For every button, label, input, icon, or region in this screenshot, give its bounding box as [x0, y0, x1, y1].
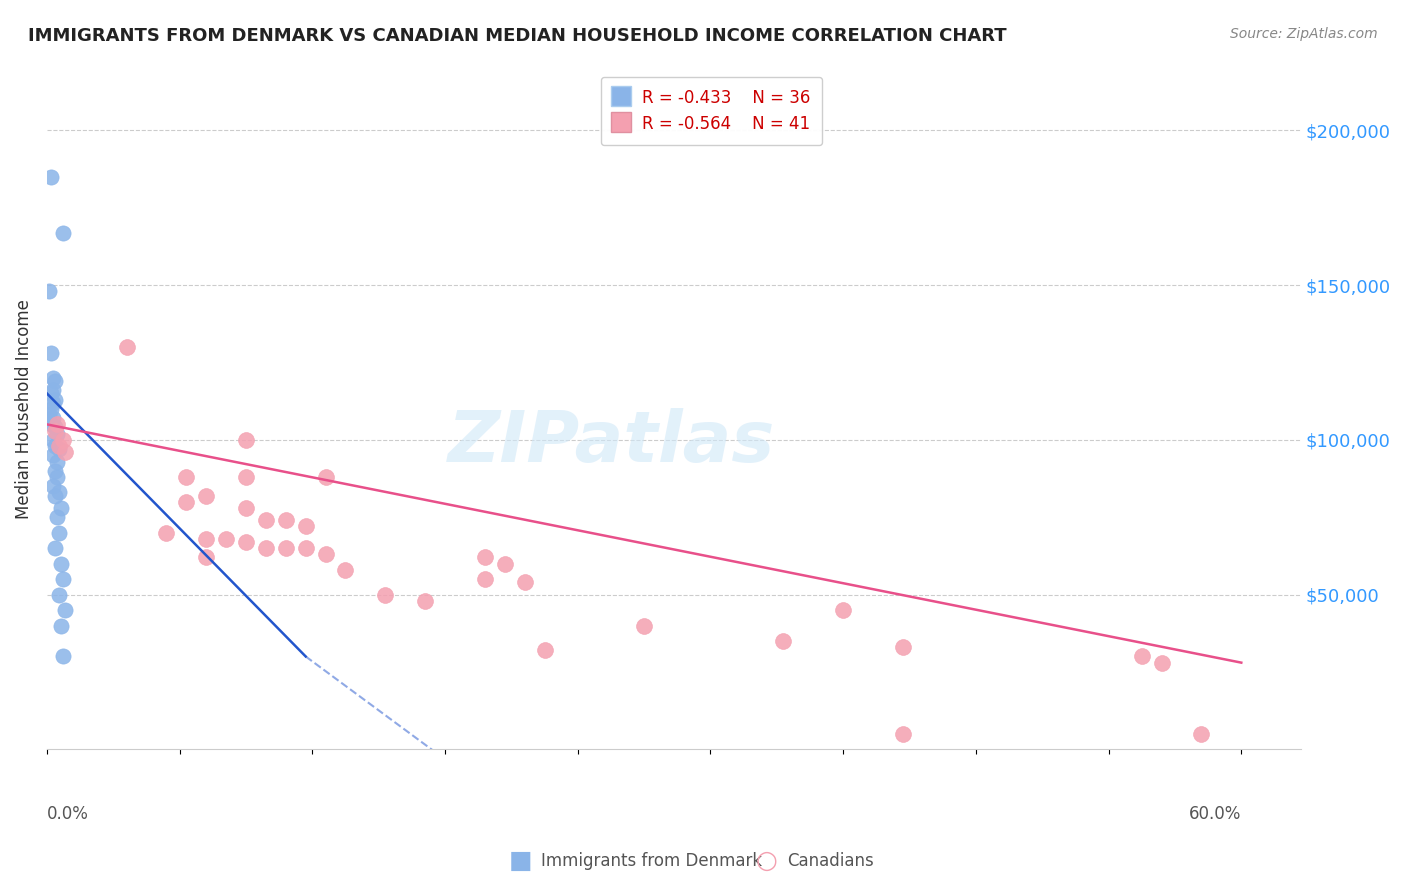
Point	[39, 401, 62, 416]
Point	[215, 532, 238, 546]
Point	[633, 618, 655, 632]
Point	[1150, 656, 1173, 670]
Point	[174, 494, 197, 508]
Point	[474, 550, 496, 565]
Point	[48, 442, 70, 457]
Point	[42, 384, 65, 398]
Point	[474, 572, 496, 586]
Point	[274, 541, 297, 556]
Point	[235, 470, 257, 484]
Text: IMMIGRANTS FROM DENMARK VS CANADIAN MEDIAN HOUSEHOLD INCOME CORRELATION CHART: IMMIGRANTS FROM DENMARK VS CANADIAN MEDI…	[28, 27, 1007, 45]
Point	[832, 603, 855, 617]
Point	[195, 550, 218, 565]
Point	[274, 513, 297, 527]
Point	[315, 470, 337, 484]
Point	[44, 420, 66, 434]
Point	[45, 454, 67, 468]
Point	[42, 433, 65, 447]
Point	[52, 649, 75, 664]
Point	[45, 426, 67, 441]
Point	[42, 448, 65, 462]
Point	[49, 500, 72, 515]
Point	[45, 470, 67, 484]
Point	[53, 603, 76, 617]
Point	[235, 433, 257, 447]
Point	[174, 470, 197, 484]
Point	[44, 439, 66, 453]
Point	[533, 643, 555, 657]
Point	[39, 386, 62, 401]
Point	[315, 547, 337, 561]
Point	[52, 572, 75, 586]
Point	[42, 371, 65, 385]
Point	[42, 411, 65, 425]
Text: 60.0%: 60.0%	[1189, 805, 1241, 823]
Text: Source: ZipAtlas.com: Source: ZipAtlas.com	[1230, 27, 1378, 41]
Point	[42, 395, 65, 409]
Point	[115, 340, 138, 354]
Legend: R = -0.433    N = 36, R = -0.564    N = 41: R = -0.433 N = 36, R = -0.564 N = 41	[600, 77, 823, 145]
Point	[39, 169, 62, 184]
Point	[48, 588, 70, 602]
Point	[53, 445, 76, 459]
Point	[513, 575, 536, 590]
Point	[294, 541, 316, 556]
Point	[195, 532, 218, 546]
Text: ZIPatlas: ZIPatlas	[447, 409, 775, 477]
Point	[44, 374, 66, 388]
Point	[49, 557, 72, 571]
Point	[335, 563, 357, 577]
Point	[891, 640, 914, 655]
Point	[52, 226, 75, 240]
Point	[235, 500, 257, 515]
Point	[38, 285, 60, 299]
Point	[48, 485, 70, 500]
Point	[39, 346, 62, 360]
Point	[1130, 649, 1153, 664]
Point	[44, 392, 66, 407]
Point	[155, 525, 177, 540]
Point	[294, 519, 316, 533]
Text: Immigrants from Denmark: Immigrants from Denmark	[541, 852, 762, 870]
Text: ○: ○	[755, 849, 778, 872]
Point	[44, 464, 66, 478]
Point	[44, 489, 66, 503]
Point	[48, 439, 70, 453]
Point	[52, 433, 75, 447]
Point	[42, 479, 65, 493]
Point	[891, 727, 914, 741]
Point	[235, 535, 257, 549]
Point	[374, 588, 396, 602]
Point	[45, 417, 67, 432]
Y-axis label: Median Household Income: Median Household Income	[15, 299, 32, 519]
Point	[413, 593, 436, 607]
Point	[772, 634, 794, 648]
Point	[195, 489, 218, 503]
Point	[254, 541, 277, 556]
Point	[494, 557, 516, 571]
Text: Canadians: Canadians	[787, 852, 875, 870]
Point	[45, 510, 67, 524]
Text: ■: ■	[509, 849, 531, 872]
Point	[44, 424, 66, 438]
Point	[39, 417, 62, 432]
Point	[48, 525, 70, 540]
Text: 0.0%: 0.0%	[46, 805, 89, 823]
Point	[38, 408, 60, 422]
Point	[1191, 727, 1213, 741]
Point	[254, 513, 277, 527]
Point	[49, 618, 72, 632]
Point	[44, 541, 66, 556]
